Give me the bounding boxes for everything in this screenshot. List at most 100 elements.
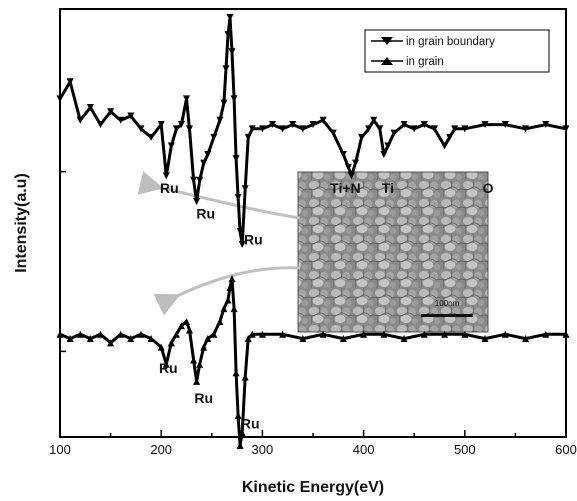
- peak-label: Ru: [160, 180, 179, 196]
- data-point: [220, 305, 228, 313]
- inset-micrograph: 100nm: [297, 171, 489, 333]
- series-line: [59, 277, 566, 448]
- data-point: [210, 330, 218, 338]
- series-grain-boundary: [56, 14, 570, 248]
- data-point: [289, 121, 297, 129]
- data-point: [461, 330, 469, 338]
- data-point: [238, 240, 246, 248]
- data-point: [441, 330, 449, 338]
- data-point: [234, 412, 242, 420]
- data-point: [360, 330, 368, 338]
- data-point: [186, 125, 194, 133]
- data-point: [224, 31, 232, 39]
- data-point: [172, 330, 180, 338]
- data-point: [562, 330, 570, 338]
- data-point: [96, 330, 104, 338]
- data-point: [117, 330, 125, 338]
- data-point: [384, 142, 392, 150]
- data-point: [358, 133, 366, 141]
- data-point: [193, 377, 201, 385]
- data-point: [461, 125, 469, 133]
- data-point: [347, 172, 355, 180]
- x-tick-label: 500: [454, 442, 476, 457]
- data-point: [542, 330, 550, 338]
- x-tick-label: 200: [150, 442, 172, 457]
- peak-label: Ru: [196, 206, 215, 222]
- data-point: [177, 322, 185, 330]
- data-point: [339, 151, 347, 159]
- data-point: [232, 155, 240, 163]
- data-point: [200, 159, 208, 167]
- data-point: [446, 133, 454, 141]
- peak-label: Ru: [159, 360, 178, 376]
- data-point: [400, 121, 408, 129]
- data-point: [216, 317, 224, 325]
- data-point: [430, 125, 438, 133]
- data-point: [380, 330, 388, 338]
- peak-label: Ti+N: [330, 180, 360, 196]
- data-point: [226, 283, 234, 291]
- data-point: [107, 108, 115, 116]
- data-point: [410, 125, 418, 133]
- data-point: [196, 360, 204, 368]
- data-point: [376, 125, 384, 133]
- x-tick-labels: 100 200 300 400 500 600: [49, 442, 577, 457]
- data-point: [319, 116, 327, 124]
- data-point: [365, 125, 373, 133]
- data-point: [190, 176, 198, 184]
- data-point: [234, 193, 242, 201]
- data-point: [224, 296, 232, 304]
- legend-label: in grain boundary: [406, 36, 495, 48]
- data-point: [204, 151, 212, 159]
- data-point: [248, 330, 256, 338]
- data-point: [56, 95, 64, 103]
- legend: in grain boundary in grain: [364, 29, 550, 73]
- series-in-grain: [56, 275, 570, 450]
- data-point: [451, 125, 459, 133]
- data-point: [186, 326, 194, 334]
- data-point: [522, 335, 530, 343]
- data-point: [352, 159, 360, 167]
- data-point: [66, 78, 74, 86]
- legend-box: [364, 29, 550, 73]
- data-point: [309, 121, 317, 129]
- data-point: [210, 133, 218, 141]
- data-point: [236, 442, 244, 450]
- data-point: [190, 356, 198, 364]
- data-point: [66, 335, 74, 343]
- legend-item-grain: in grain: [371, 56, 444, 68]
- data-point: [183, 95, 190, 103]
- data-point: [167, 339, 175, 347]
- x-axis-label: Kinetic Energy(eV): [242, 479, 384, 496]
- arrow-to-grain-spectrum: [153, 266, 301, 316]
- data-point: [319, 330, 327, 338]
- data-point: [370, 116, 378, 124]
- data-point: [230, 305, 238, 313]
- data-point: [172, 125, 180, 133]
- data-point: [238, 429, 246, 437]
- data-point: [441, 142, 449, 150]
- data-point: [248, 125, 256, 133]
- data-point: [400, 335, 408, 343]
- data-point: [137, 125, 145, 133]
- data-point: [127, 335, 135, 343]
- inset-arrows: [137, 171, 301, 316]
- x-tick-label: 400: [353, 442, 375, 457]
- data-point: [167, 142, 175, 150]
- data-point: [481, 121, 489, 129]
- data-point: [481, 335, 489, 343]
- data-point: [420, 121, 428, 129]
- data-point: [157, 343, 165, 351]
- data-point: [162, 172, 170, 180]
- y-axis-label: Intensity(a.u): [13, 173, 30, 273]
- data-point: [193, 198, 201, 206]
- data-point: [344, 163, 352, 171]
- data-point: [390, 129, 398, 137]
- data-point: [269, 121, 277, 129]
- data-point: [86, 335, 94, 343]
- data-point: [226, 14, 234, 22]
- data-point: [127, 112, 135, 120]
- data-point: [216, 116, 224, 124]
- legend-item-boundary: in grain boundary: [371, 36, 495, 48]
